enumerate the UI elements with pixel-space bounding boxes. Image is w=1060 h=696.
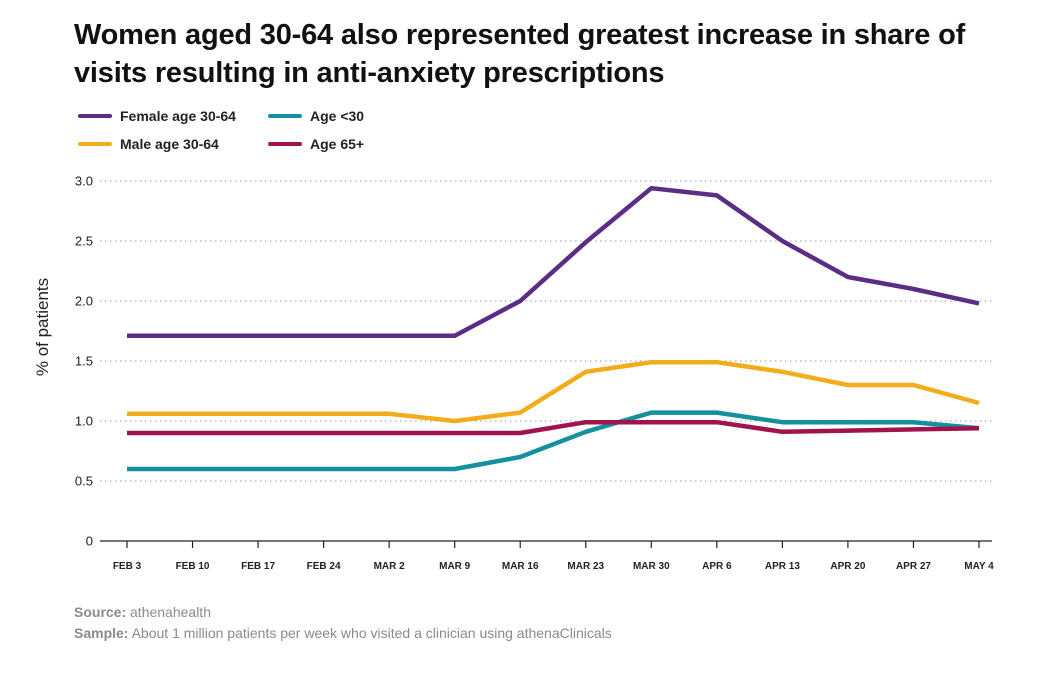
legend-item-1: Age <30 — [268, 104, 364, 128]
legend-label-3: Age 65+ — [310, 136, 365, 152]
x-tick-label-13: MAY 4 — [964, 561, 994, 572]
x-tick-label-7: MAR 23 — [567, 561, 604, 572]
legend-swatch-2 — [78, 142, 112, 146]
x-tick-label-3: FEB 24 — [307, 561, 341, 572]
legend-swatch-1 — [268, 114, 302, 118]
legend-label-0: Female age 30-64 — [120, 108, 236, 124]
legend-swatch-0 — [78, 114, 112, 118]
sample-line: Sample: About 1 million patients per wee… — [74, 623, 612, 644]
source-label: Source: — [74, 604, 127, 620]
x-tick-label-12: APR 27 — [896, 561, 931, 572]
y-tick-label-6: 3.0 — [75, 174, 93, 189]
x-tick-label-2: FEB 17 — [241, 561, 275, 572]
y-tick-label-1: 0.5 — [75, 474, 93, 489]
legend: Female age 30-64 Age <30 Male age 30-64 Age… — [78, 104, 498, 156]
y-tick-label-5: 2.5 — [75, 234, 93, 249]
series-line-1 — [127, 410, 980, 472]
legend-label-2: Male age 30-64 — [120, 136, 219, 152]
y-tick-label-3: 1.5 — [75, 354, 93, 369]
x-tick-label-4: MAR 2 — [374, 561, 406, 572]
x-tick-label-10: APR 13 — [765, 561, 800, 572]
x-tick-label-8: MAR 30 — [633, 561, 670, 572]
source-line: Source: athenahealth — [74, 602, 612, 623]
legend-swatch-3 — [268, 142, 302, 146]
y-tick-label-2: 1.0 — [75, 414, 93, 429]
sample-text: About 1 million patients per week who vi… — [131, 625, 612, 641]
x-tick-label-6: MAR 16 — [502, 561, 539, 572]
sample-label: Sample: — [74, 625, 129, 641]
legend-item-2: Male age 30-64 — [78, 132, 219, 156]
series-line-2 — [127, 359, 980, 424]
chart-title: Women aged 30-64 also represented greate… — [74, 19, 966, 89]
y-tick-label-0: 0 — [86, 534, 93, 549]
x-tick-label-0: FEB 3 — [113, 561, 142, 572]
x-tick-label-1: FEB 10 — [176, 561, 210, 572]
source-text: athenahealth — [130, 604, 211, 620]
legend-item-3: Age 65+ — [268, 132, 364, 156]
x-tick-label-9: APR 6 — [702, 561, 732, 572]
legend-item-0: Female age 30-64 — [78, 104, 236, 128]
x-tick-label-5: MAR 9 — [439, 561, 471, 572]
series-line-3 — [127, 419, 980, 436]
legend-label-1: Age <30 — [310, 108, 365, 124]
series-line-0 — [127, 185, 980, 339]
x-tick-label-11: APR 20 — [830, 561, 865, 572]
footer: Source: athenahealth Sample: About 1 mil… — [74, 602, 612, 644]
y-tick-label-4: 2.0 — [75, 294, 93, 309]
